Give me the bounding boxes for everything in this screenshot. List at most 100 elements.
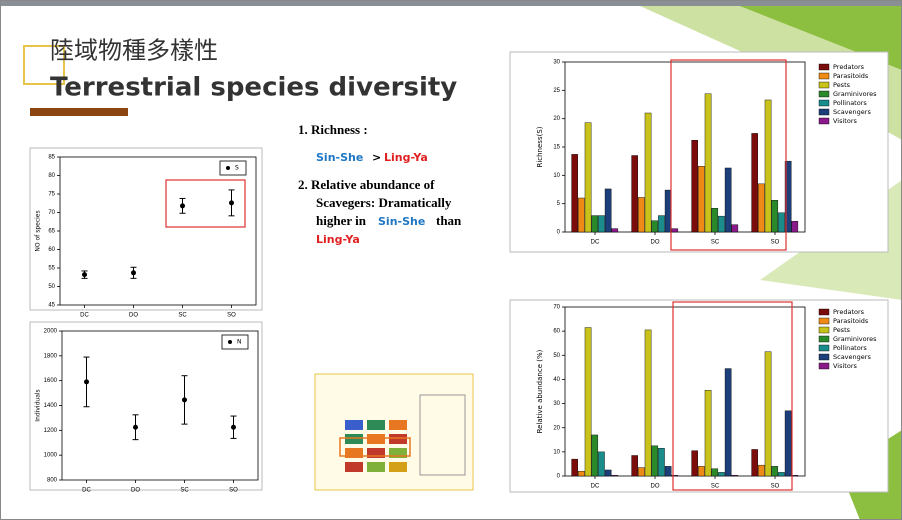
legend-label: Visitors [833, 117, 857, 125]
bar [731, 475, 739, 477]
y-tick-label: 1600 [44, 378, 58, 384]
point: higher in [316, 213, 367, 228]
y-tick-label: 30 [553, 60, 560, 66]
x-tick-label: DO [651, 240, 660, 246]
title-bar [30, 108, 128, 116]
thumb-cell [389, 448, 407, 458]
bar [591, 434, 599, 477]
bar [631, 155, 638, 233]
y-tick-label: 20 [553, 116, 560, 122]
thumb-cell [345, 434, 363, 444]
bar [651, 445, 659, 477]
y-axis-label: Relative abundance (%) [536, 349, 544, 433]
legend-label: Predators [833, 63, 865, 71]
y-tick-label: 800 [47, 478, 58, 484]
legend-label: Visitors [833, 362, 857, 370]
bar [671, 475, 679, 477]
bar [611, 475, 619, 477]
bar [611, 228, 619, 233]
chart: 0 10 20 30 40 50 60 70 Relative abundance (%) DC D… [509, 299, 889, 493]
thumb-cell [367, 448, 385, 458]
legend-swatch [818, 108, 830, 116]
thumb-cell [367, 434, 385, 444]
bar [771, 200, 779, 233]
legend-swatch [818, 72, 830, 80]
figure-thumbnail [314, 373, 474, 491]
y-tick-label: 65 [48, 229, 55, 235]
legend-label: Pollinators [833, 99, 867, 107]
bar [764, 351, 772, 477]
y-tick-label: 25 [553, 88, 560, 94]
x-tick-label: DO [651, 484, 660, 490]
legend-swatch [818, 362, 830, 370]
thumb-cell [389, 462, 407, 472]
bar [704, 390, 712, 477]
legend-label: Pests [833, 81, 851, 89]
bar [604, 469, 612, 477]
site: Ling-Ya [384, 151, 428, 164]
point [182, 397, 187, 403]
highlight [165, 179, 246, 228]
thumb-cell [345, 420, 363, 430]
y-tick-label: 75 [48, 192, 55, 198]
x-tick-label: SC [711, 484, 720, 490]
y-tick-label: 20 [553, 425, 560, 431]
legend-label: Graminivores [833, 335, 877, 343]
site: Sin-She [378, 215, 425, 228]
bar [631, 455, 638, 477]
thumb-cell [389, 434, 407, 444]
thumb-cell [345, 462, 363, 472]
bar [664, 189, 672, 233]
bar [584, 327, 592, 477]
legend-swatch [818, 90, 830, 98]
bar [584, 122, 592, 233]
point: 1. Richness : [298, 122, 368, 137]
chart-frame [29, 321, 263, 491]
legend-box [221, 334, 249, 350]
bar [664, 466, 672, 477]
legend-swatch [818, 81, 830, 89]
bar [644, 112, 652, 233]
bar [778, 212, 785, 233]
legend-swatch [818, 99, 830, 107]
chart-frame [509, 299, 889, 493]
legend-marker [226, 166, 230, 170]
bar [698, 466, 705, 477]
legend-swatch [818, 353, 830, 361]
thumb-panel [419, 394, 466, 476]
chart: 0 5 10 15 20 25 30 Richness(S) DC DO SC SO Predators… [509, 51, 889, 253]
bar [764, 99, 772, 233]
x-tick-label: SO [227, 313, 236, 319]
bar [598, 451, 605, 477]
legend-label: S [235, 165, 239, 172]
y-tick-label: 60 [553, 329, 560, 335]
y-axis-label: Richness(S) [536, 126, 544, 167]
legend-swatch [818, 317, 830, 325]
bar [751, 133, 758, 233]
point [133, 424, 138, 430]
legend-swatch [818, 63, 830, 71]
point [84, 379, 89, 385]
bar [711, 468, 719, 477]
bar [724, 167, 732, 233]
bar [638, 197, 645, 233]
legend-label: Parasitoids [833, 317, 869, 325]
y-axis-label: NO of species [35, 210, 42, 251]
point: 2. Relative abundance of [298, 177, 435, 192]
point [231, 424, 236, 430]
x-tick-label: SO [771, 484, 780, 490]
plot-area [564, 306, 806, 477]
bar [604, 188, 612, 233]
legend-label: Scavengers [833, 353, 871, 361]
bar [718, 215, 725, 233]
bar [691, 139, 698, 233]
bar [698, 166, 705, 233]
bar [598, 215, 605, 233]
bar [724, 368, 732, 477]
y-tick-label: 50 [553, 353, 560, 359]
bar [671, 228, 679, 233]
y-tick-label: 0 [557, 474, 561, 480]
bar [658, 448, 665, 477]
x-tick-label: DO [131, 488, 140, 494]
y-tick-label: 10 [553, 449, 560, 455]
